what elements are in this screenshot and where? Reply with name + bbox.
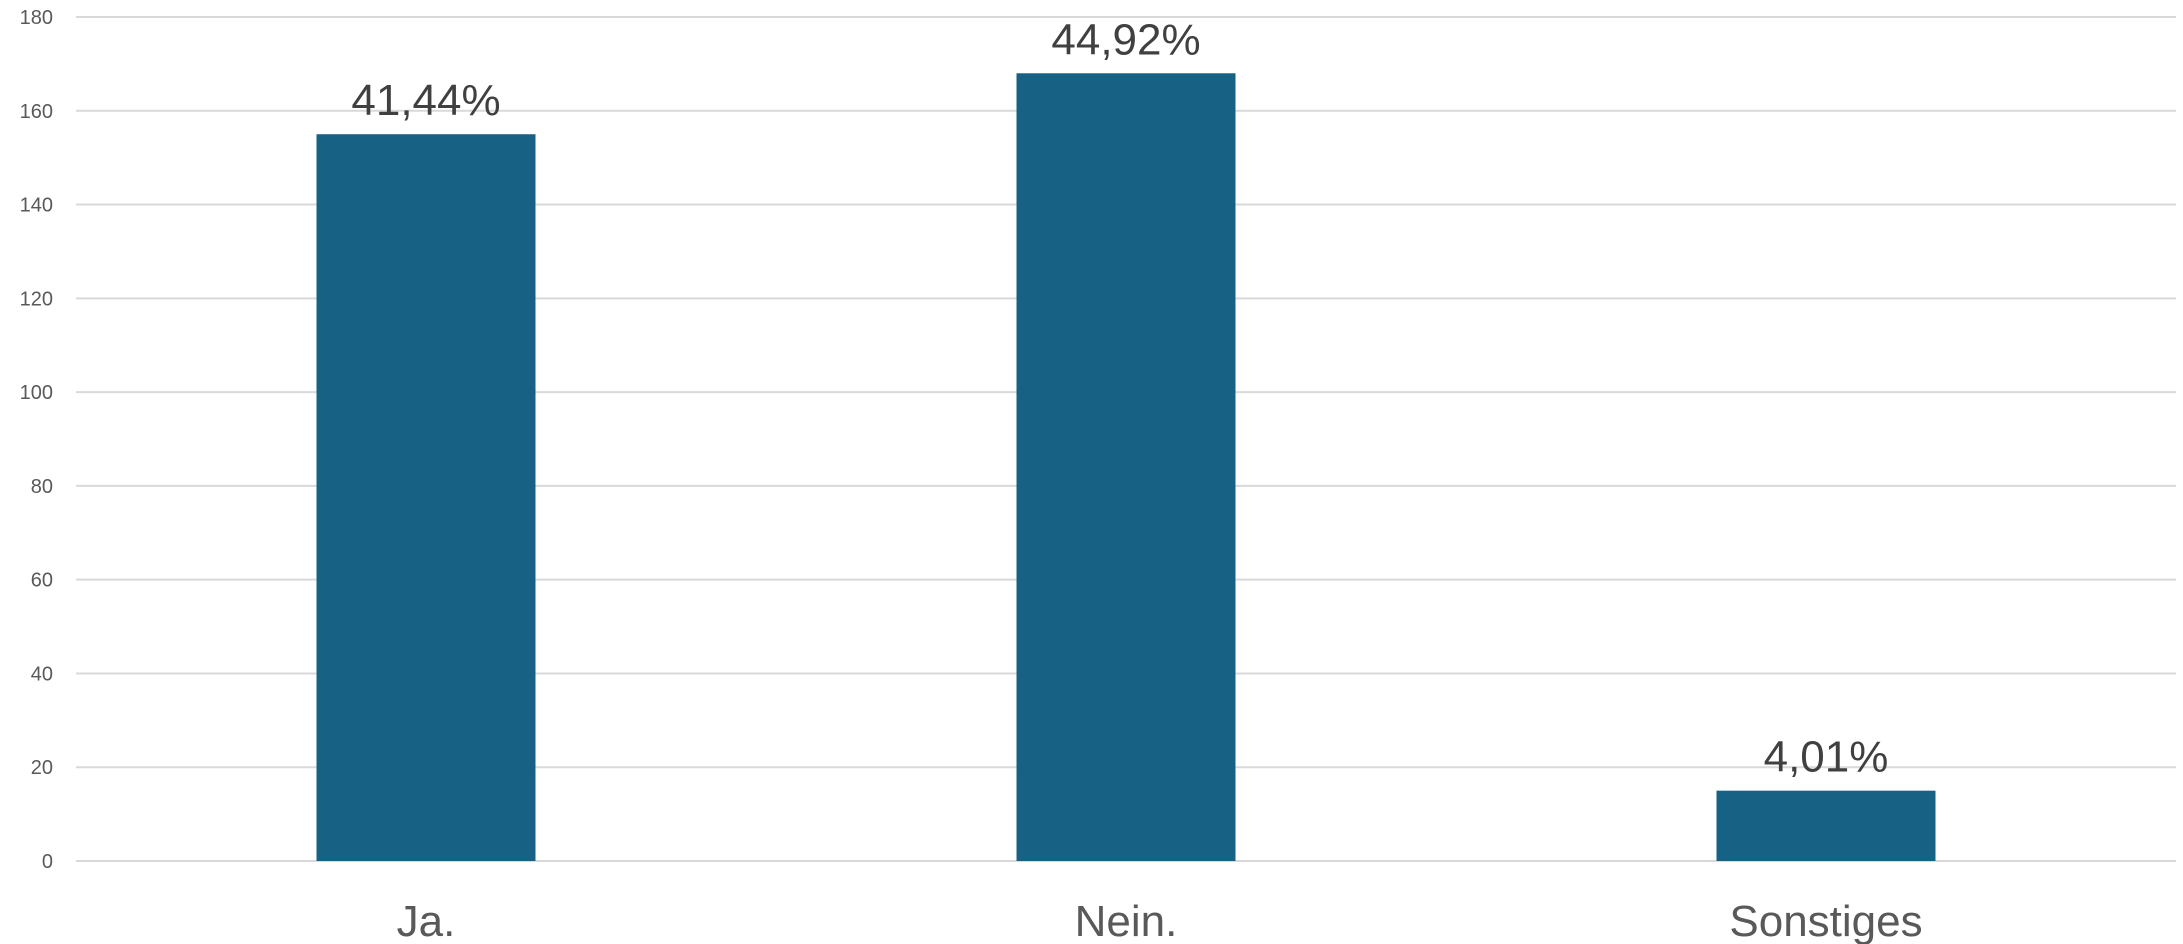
y-tick-label: 120 [20, 288, 53, 310]
y-axis-tick-labels: 0 20 40 60 80 100 120 140 160 180 [20, 7, 53, 873]
x-category-label: Ja. [397, 897, 456, 944]
y-tick-label: 0 [42, 851, 53, 873]
y-tick-label: 40 [31, 663, 53, 685]
data-label: 41,44% [351, 76, 500, 125]
x-category-label: Sonstiges [1729, 897, 1922, 944]
bar-1 [316, 134, 536, 861]
y-tick-label: 160 [20, 101, 53, 123]
y-tick-label: 80 [31, 476, 53, 498]
y-tick-label: 100 [20, 382, 53, 404]
y-tick-label: 180 [20, 7, 53, 29]
data-labels: 41,44% 44,92% 4,01% [351, 15, 1888, 781]
bars [316, 73, 1936, 862]
y-tick-label: 140 [20, 195, 53, 217]
x-category-label: Nein. [1075, 897, 1178, 944]
data-label: 44,92% [1051, 15, 1200, 64]
data-label: 4,01% [1764, 733, 1889, 782]
x-axis-category-labels: Ja. Nein. Sonstiges [397, 897, 1923, 944]
y-tick-label: 60 [31, 570, 53, 592]
y-tick-label: 20 [31, 757, 53, 779]
bar-3 [1716, 790, 1936, 861]
bar-2 [1016, 73, 1236, 862]
